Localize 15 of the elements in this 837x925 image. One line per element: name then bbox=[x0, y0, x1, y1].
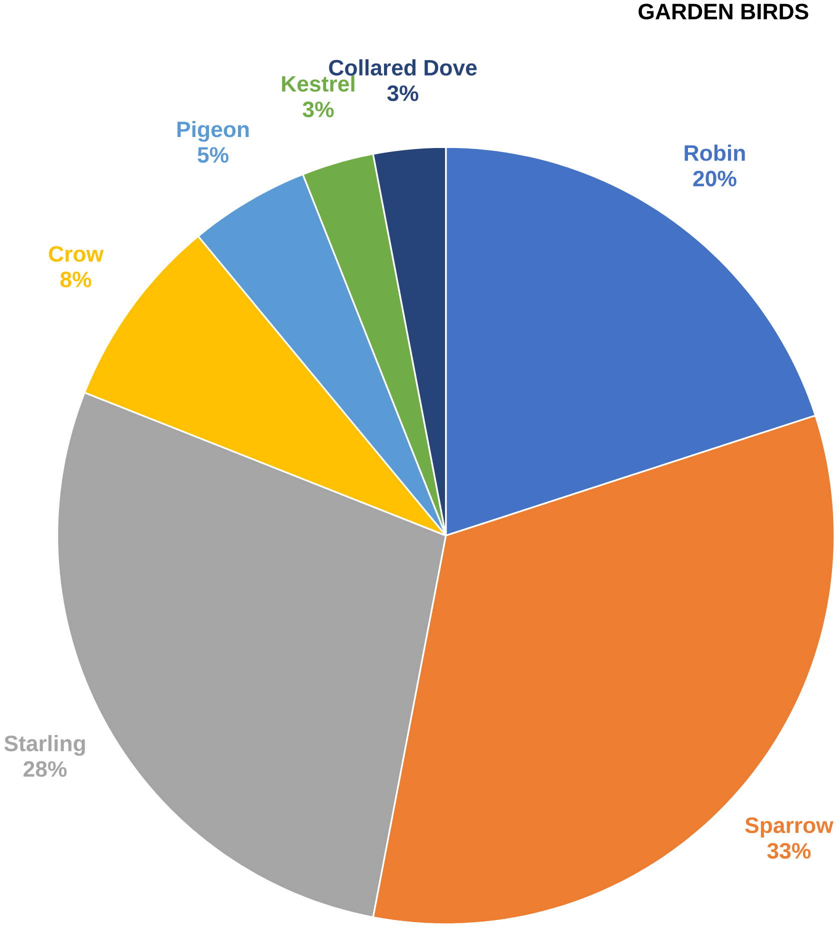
chart-title: GARDEN BIRDS bbox=[638, 4, 808, 20]
data-label: 28% bbox=[24, 761, 67, 777]
slice-label: Robin bbox=[684, 144, 745, 161]
data-label: 5% bbox=[198, 147, 228, 163]
data-label: 3% bbox=[387, 85, 418, 102]
slice-label: Starling bbox=[4, 735, 85, 756]
slice-label: Kestrel bbox=[282, 75, 354, 92]
data-label: 3% bbox=[302, 102, 334, 118]
slice-label: Pigeon bbox=[177, 120, 249, 142]
slice-label: Collared Dove bbox=[329, 59, 477, 76]
data-label: 8% bbox=[60, 272, 92, 288]
slice-label: Crow bbox=[48, 246, 104, 262]
data-label: 33% bbox=[767, 842, 811, 859]
slice-label: Sparrow bbox=[745, 817, 834, 838]
data-label: 20% bbox=[693, 170, 736, 186]
